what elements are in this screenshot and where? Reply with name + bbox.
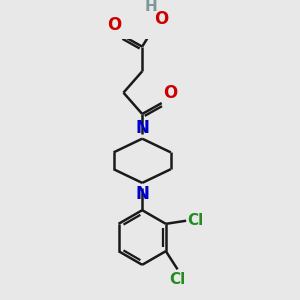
Text: Cl: Cl [169,272,186,287]
Text: O: O [154,11,168,28]
Text: O: O [163,84,177,102]
Text: H: H [145,0,158,14]
Text: N: N [135,118,149,136]
Text: O: O [107,16,122,34]
Text: Cl: Cl [188,213,204,228]
Text: N: N [135,185,149,203]
